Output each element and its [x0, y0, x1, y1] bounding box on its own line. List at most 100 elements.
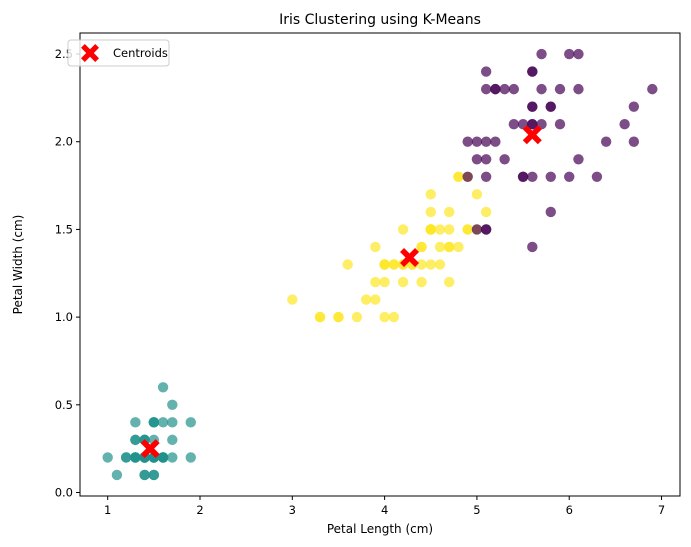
data-point-cluster-1	[462, 224, 473, 235]
data-point-cluster-2	[573, 48, 584, 60]
data-point-cluster-0	[139, 469, 150, 481]
data-point-cluster-1	[360, 294, 372, 305]
y-axis-label: Petal Width (cm)	[11, 215, 25, 315]
data-point-cluster-0	[157, 417, 169, 428]
centroid-marker	[140, 439, 160, 459]
data-point-cluster-1	[416, 259, 427, 270]
x-tick-label: 3	[289, 503, 296, 517]
data-point-cluster-2	[490, 83, 501, 95]
data-point-cluster-2	[480, 154, 492, 165]
data-point-cluster-2	[508, 83, 520, 95]
data-point-cluster-1	[370, 276, 381, 288]
data-point-cluster-2	[536, 48, 547, 60]
data-point-cluster-0	[167, 434, 178, 446]
data-point-cluster-2	[508, 119, 520, 130]
data-point-cluster-1	[425, 189, 436, 200]
data-point-cluster-1	[397, 224, 409, 235]
data-point-cluster-2	[591, 171, 603, 183]
data-point-cluster-0	[157, 382, 169, 393]
centroid-marker	[400, 247, 420, 267]
data-point-cluster-1	[425, 206, 436, 218]
data-point-cluster-1	[333, 311, 344, 323]
data-point-cluster-2	[545, 206, 556, 218]
data-point-cluster-2	[527, 171, 538, 183]
data-point-cluster-1	[342, 259, 353, 270]
data-point-cluster-2	[628, 136, 640, 147]
data-point-cluster-2	[471, 154, 483, 165]
legend-centroid-x	[81, 44, 99, 62]
data-point-cluster-1	[351, 311, 363, 323]
data-point-cluster-1	[379, 276, 390, 288]
data-point-cluster-0	[148, 469, 160, 481]
data-point-cluster-0	[130, 434, 141, 446]
legend-centroid-marker	[81, 44, 99, 62]
data-point-cluster-1	[434, 241, 446, 253]
data-point-cluster-1	[416, 241, 427, 253]
data-point-cluster-2	[480, 66, 492, 77]
chart-title: Iris Clustering using K-Means	[279, 12, 481, 28]
data-point-cluster-1	[444, 206, 455, 218]
centroid-layer	[140, 125, 542, 459]
data-point-cluster-0	[130, 452, 141, 463]
data-point-cluster-1	[453, 171, 464, 183]
data-point-cluster-2	[573, 154, 584, 165]
data-point-cluster-0	[167, 452, 178, 463]
data-point-cluster-1	[287, 294, 298, 305]
data-point-cluster-2	[619, 119, 630, 130]
centroid-marker	[522, 125, 542, 145]
data-point-cluster-1	[444, 276, 455, 288]
y-tick-label: 2.0	[55, 135, 73, 149]
data-point-cluster-2	[471, 136, 483, 147]
data-point-cluster-2	[545, 101, 556, 112]
data-point-cluster-2	[573, 83, 584, 95]
legend: Centroids	[67, 39, 170, 67]
y-tick-label: 1.0	[55, 310, 73, 324]
plot-frame	[79, 32, 681, 497]
data-point-cluster-2	[527, 119, 538, 130]
data-point-cluster-2	[462, 136, 473, 147]
data-point-cluster-1	[480, 206, 492, 218]
x-tick-label: 1	[104, 503, 111, 517]
data-point-cluster-2	[536, 83, 547, 95]
data-point-cluster-2	[499, 154, 510, 165]
data-point-cluster-2	[471, 224, 483, 235]
data-point-cluster-2	[554, 83, 566, 95]
data-point-cluster-2	[527, 101, 538, 112]
data-point-cluster-1	[379, 311, 390, 323]
data-point-cluster-2	[647, 83, 658, 95]
data-point-cluster-0	[167, 399, 178, 410]
x-axis-label: Petal Length (cm)	[327, 522, 433, 536]
data-point-cluster-0	[130, 417, 141, 428]
data-point-cluster-2	[480, 171, 492, 183]
x-tick-label: 7	[658, 503, 665, 517]
data-point-cluster-2	[490, 136, 501, 147]
data-point-cluster-1	[416, 276, 427, 288]
data-point-cluster-1	[425, 259, 436, 270]
data-point-cluster-1	[370, 241, 381, 253]
data-point-cluster-1	[379, 259, 390, 270]
data-point-cluster-2	[527, 66, 538, 77]
data-point-cluster-2	[600, 136, 612, 147]
data-point-cluster-2	[564, 48, 575, 60]
data-point-cluster-1	[370, 294, 381, 305]
data-point-cluster-0	[102, 452, 113, 463]
data-point-cluster-2	[545, 171, 556, 183]
y-tick-label: 0.0	[55, 485, 73, 499]
data-point-cluster-0	[120, 452, 132, 463]
data-point-cluster-0	[167, 417, 178, 428]
data-point-cluster-1	[444, 241, 455, 253]
data-point-cluster-0	[157, 452, 169, 463]
data-point-cluster-1	[314, 311, 326, 323]
data-point-cluster-2	[564, 171, 575, 183]
legend-label-centroids: Centroids	[113, 46, 168, 60]
data-point-cluster-2	[480, 136, 492, 147]
data-point-cluster-2	[554, 119, 566, 130]
data-point-cluster-1	[453, 241, 464, 253]
data-point-cluster-0	[111, 469, 123, 481]
y-tick-label: 1.5	[55, 222, 73, 236]
data-point-cluster-1	[388, 259, 400, 270]
data-point-cluster-1	[425, 224, 436, 235]
data-point-cluster-2	[480, 83, 492, 95]
data-point-cluster-1	[444, 224, 455, 235]
